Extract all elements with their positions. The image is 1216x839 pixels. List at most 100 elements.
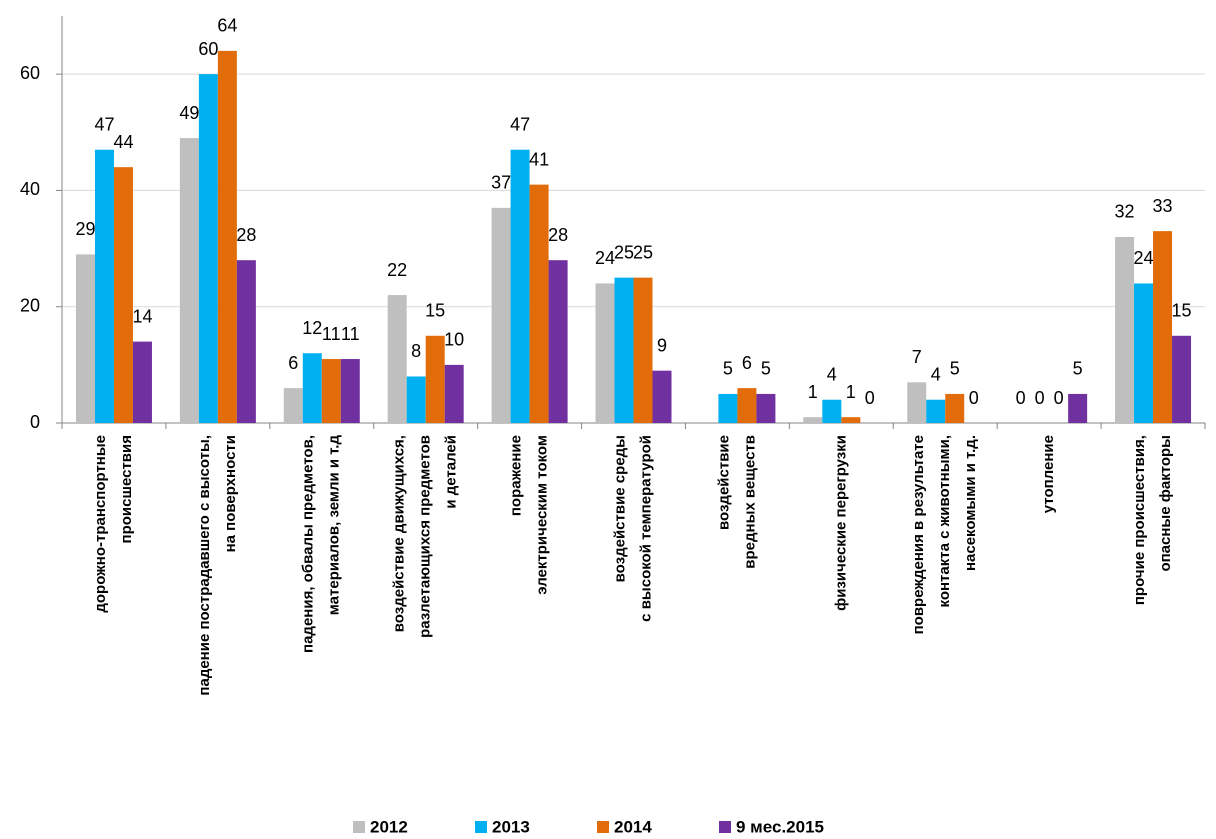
value-label: 25 [614,242,634,262]
legend-swatch [597,821,609,833]
value-label: 60 [198,39,218,59]
bar [510,149,530,423]
bar [1172,335,1192,423]
value-label: 6 [288,353,298,373]
y-tick-label: 20 [20,295,40,315]
category-label: насекомыми и т.д. [962,435,979,571]
bar [718,393,738,423]
category-label: утопление [1040,435,1057,513]
legend-swatch [475,821,487,833]
category-label: дорожно-транспортные [92,435,109,613]
value-label: 1 [808,382,818,402]
value-label: 49 [179,103,199,123]
value-label: 14 [132,306,152,326]
bar [841,417,861,423]
legend-swatch [719,821,731,833]
bar [633,277,653,423]
category-label: поражение [508,435,525,516]
bar [822,399,842,423]
value-label: 37 [491,173,511,193]
value-label: 28 [548,225,568,245]
value-label: 0 [865,388,875,408]
bar [75,254,95,423]
value-label: 24 [1134,248,1154,268]
category-label: падение пострадавшего с высоты, [196,435,213,696]
y-tick-label: 40 [20,179,40,199]
category-label: разлетающихся предметов [417,435,434,638]
category-label: происшествия [118,435,135,543]
bar [302,353,322,423]
value-label: 47 [510,114,530,134]
value-label: 24 [595,248,615,268]
category-label: падения, обвалы предметов, [300,435,317,653]
category-label: с высокой температурой [637,435,654,622]
bar [236,260,256,423]
value-label: 9 [657,335,667,355]
value-label: 32 [1115,202,1135,222]
bar [926,399,946,423]
value-label: 12 [302,318,322,338]
bar [321,359,341,423]
bar [1153,231,1173,423]
category-label: вредных веществ [741,435,758,569]
value-label: 25 [633,242,653,262]
value-label: 11 [341,324,360,344]
value-label: 5 [950,359,960,379]
bar [387,295,407,423]
bar [198,74,218,424]
category-label: повреждения в результате [910,435,927,634]
category-label: материалов, земли и т.д [326,435,343,616]
category-label: воздействие [715,435,732,530]
value-label: 28 [236,225,256,245]
bar [1115,236,1135,423]
value-label: 44 [113,132,133,152]
y-tick-label: 60 [20,63,40,83]
category-label: контакта с животными, [936,435,953,607]
value-label: 4 [931,364,941,384]
category-label: электрическим током [534,435,551,595]
bar [907,382,927,423]
category-label: на поверхности [222,435,239,552]
value-label: 5 [723,359,733,379]
bar [1068,393,1088,423]
category-label: прочие происшествия, [1131,435,1148,605]
category-label: и деталей [443,435,460,509]
bar [444,364,464,423]
value-label: 11 [322,324,341,344]
bar [945,393,965,423]
value-label: 1 [846,382,856,402]
legend-label: 9 мес.2015 [736,817,824,836]
bar [179,138,199,423]
bar [491,207,511,423]
bar [1134,283,1154,423]
bar [340,359,360,423]
bar [803,417,823,423]
bar [113,167,133,423]
value-label: 6 [742,353,752,373]
bar [132,341,152,423]
value-label: 5 [1073,359,1083,379]
value-label: 0 [1054,388,1064,408]
value-label: 0 [1016,388,1026,408]
value-label: 0 [969,388,979,408]
value-label: 15 [425,301,445,321]
bar [548,260,568,423]
value-label: 0 [1035,388,1045,408]
category-label: физические перегрузки [832,435,849,611]
y-tick-label: 0 [30,412,40,432]
category-label: опасные факторы [1157,435,1174,572]
bar [217,50,237,424]
value-label: 4 [827,364,837,384]
value-label: 47 [94,114,114,134]
bar [406,376,426,423]
bar [529,184,549,423]
legend-label: 2014 [614,817,652,836]
category-label: воздействие движущихся, [391,435,408,632]
legend-swatch [353,821,365,833]
value-label: 10 [444,330,464,350]
value-label: 5 [761,359,771,379]
bar [614,277,634,423]
bar [737,388,757,423]
bar [652,370,672,423]
